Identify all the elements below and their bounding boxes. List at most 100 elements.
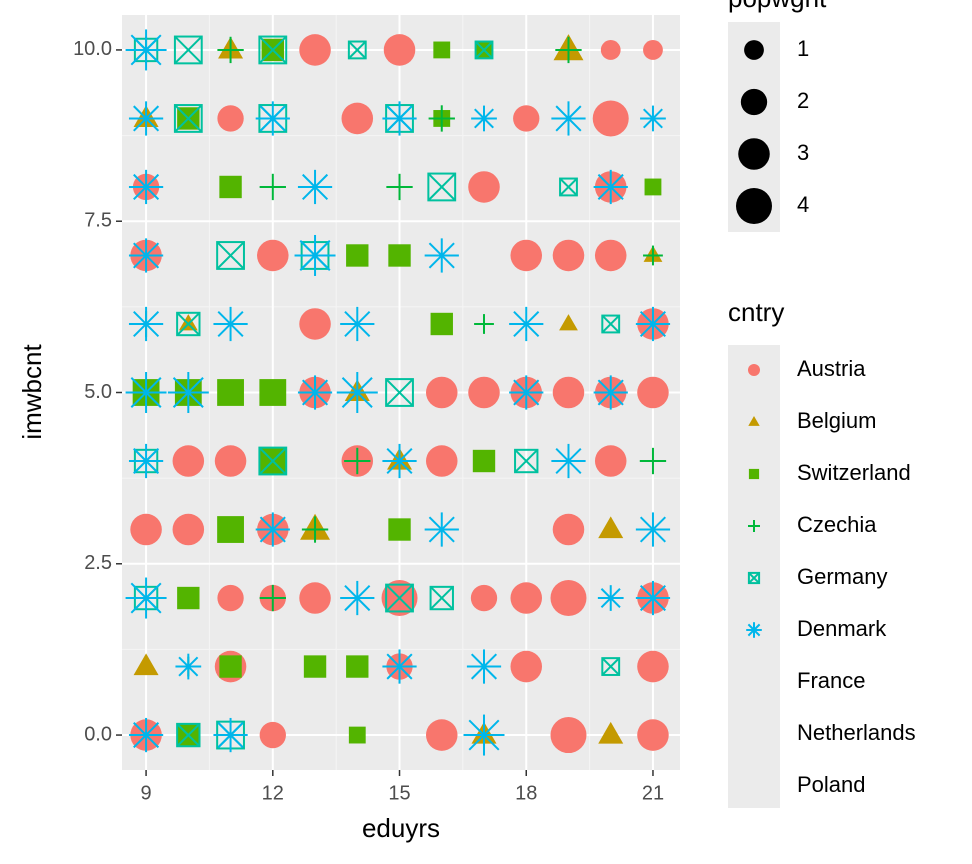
point-stroke	[597, 379, 624, 406]
point-stroke	[555, 447, 582, 475]
point	[601, 657, 621, 676]
y-tick-label: 2.5	[84, 552, 112, 574]
point-stroke	[302, 173, 329, 200]
legend-label: Switzerland	[797, 460, 911, 485]
point-triangle	[178, 314, 198, 331]
point	[474, 40, 494, 60]
point-circle	[468, 171, 500, 203]
point	[474, 314, 494, 334]
point-box	[601, 657, 621, 676]
x-axis-title: eduyrs	[362, 813, 440, 843]
point-stroke	[174, 104, 203, 133]
point	[555, 36, 582, 64]
point-stroke	[133, 722, 160, 749]
point	[597, 585, 624, 611]
x-tick-label: 9	[141, 782, 152, 804]
point-square	[217, 379, 244, 406]
point-stroke	[172, 377, 204, 408]
point	[472, 449, 496, 473]
point-stroke	[217, 722, 244, 749]
legend-label: Netherlands	[797, 720, 916, 745]
point-stroke	[386, 653, 413, 680]
point-stroke	[513, 379, 540, 406]
point	[217, 36, 244, 64]
point-circle	[470, 584, 498, 612]
point	[598, 721, 624, 744]
size-legend-label: 3	[797, 140, 809, 165]
point	[601, 314, 621, 334]
point	[382, 101, 417, 136]
point	[509, 375, 544, 410]
point	[173, 104, 203, 133]
x-tick-label: 15	[388, 782, 410, 804]
point-circle	[468, 376, 500, 409]
legend-label: Belgium	[797, 408, 876, 433]
size-legend-key	[740, 88, 768, 116]
point	[510, 239, 543, 272]
point-circle	[592, 100, 629, 137]
point	[509, 306, 544, 342]
point-stroke	[130, 582, 162, 614]
color-legend-title: cntry	[728, 297, 784, 327]
point	[299, 308, 331, 340]
point-stroke	[258, 446, 287, 476]
point-box	[176, 722, 201, 748]
point	[637, 719, 669, 751]
point	[177, 586, 200, 610]
point-circle	[299, 582, 331, 614]
point	[219, 655, 242, 678]
point-square	[177, 586, 200, 610]
point-stroke	[600, 588, 621, 609]
point-circle	[643, 40, 663, 60]
legend-label: France	[797, 668, 865, 693]
size-legend-label: 1	[797, 36, 809, 61]
point-stroke	[258, 35, 287, 65]
point-stroke	[428, 516, 455, 543]
point	[385, 378, 414, 407]
point-box	[347, 40, 367, 60]
point-square	[219, 655, 242, 678]
point	[213, 306, 248, 342]
point-triangle	[748, 416, 760, 426]
point-stroke	[344, 585, 371, 612]
marks	[125, 29, 671, 756]
point-stroke	[639, 585, 666, 612]
size-legend-label: 4	[797, 192, 809, 217]
point-circle	[383, 34, 416, 66]
point-stroke	[597, 173, 624, 200]
color-legend-keys	[728, 345, 780, 808]
point	[425, 719, 458, 751]
point	[346, 655, 369, 678]
point-box	[559, 177, 578, 197]
point-box	[216, 241, 245, 270]
point-stroke	[385, 583, 414, 613]
point-stroke	[474, 40, 494, 60]
point	[637, 376, 669, 409]
point-circle	[172, 445, 205, 477]
point-box	[173, 104, 203, 133]
y-tick-label: 7.5	[84, 210, 112, 232]
point	[217, 516, 244, 543]
point-circle	[552, 513, 585, 546]
point-circle	[341, 102, 374, 135]
point-stroke	[428, 242, 455, 269]
point	[551, 443, 586, 479]
point	[299, 34, 331, 66]
point	[128, 443, 164, 479]
point	[644, 178, 662, 196]
x-tick-label: 21	[642, 782, 664, 804]
legend-key	[748, 364, 760, 376]
point	[294, 234, 336, 276]
point-circle	[552, 239, 585, 272]
point	[425, 376, 458, 409]
point	[559, 177, 578, 197]
point-square	[259, 379, 287, 406]
point-circle	[425, 376, 458, 409]
point	[176, 722, 201, 748]
point	[468, 171, 500, 203]
point-circle	[259, 721, 286, 749]
point	[217, 584, 244, 612]
point-circle	[299, 308, 331, 340]
axes: 9 12 15 18 21 0.0 2.5 5.0 7.5 10.0	[73, 38, 664, 804]
